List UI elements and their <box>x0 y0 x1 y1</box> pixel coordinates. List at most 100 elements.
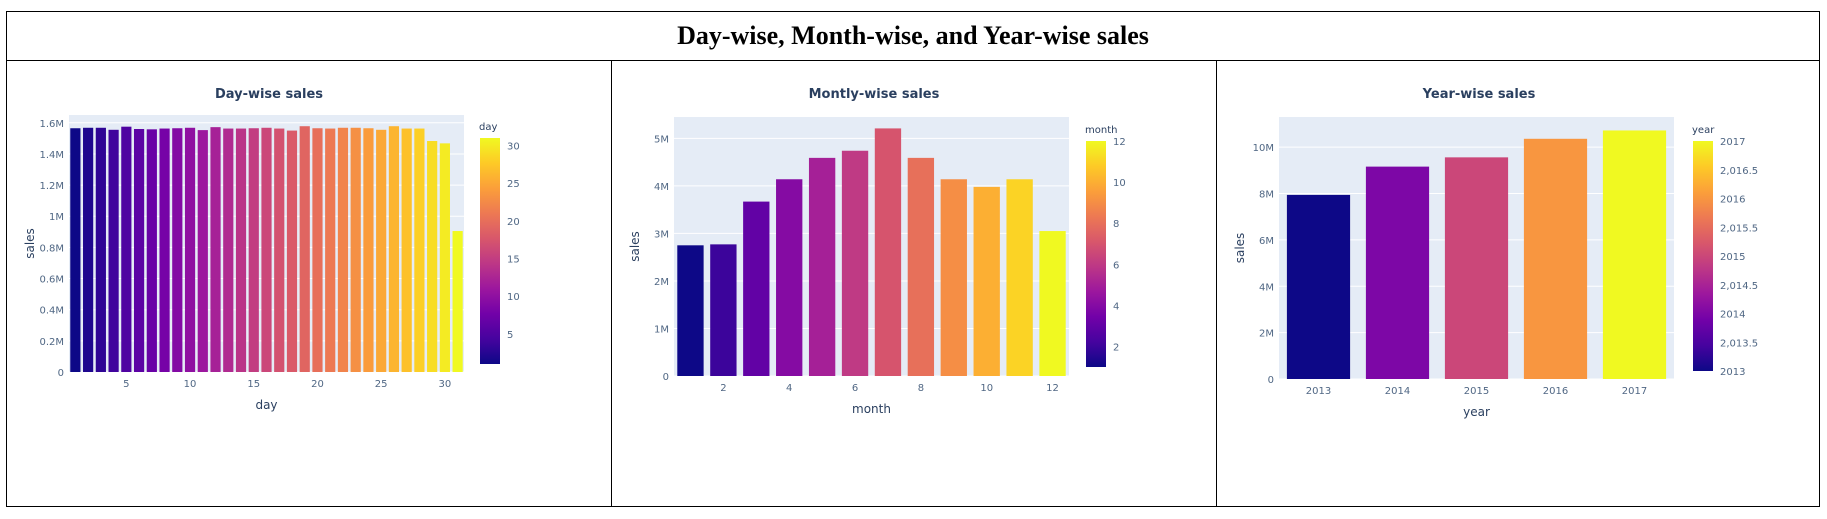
bar[interactable] <box>299 126 310 373</box>
y-tick-label: 5M <box>654 134 669 145</box>
y-tick-label: 4M <box>654 182 669 193</box>
bar[interactable] <box>427 141 438 372</box>
year-chart-panel: Year-wise sales 0 2M 4M 6M 8M 10M 2013 2014 2015 2… <box>1217 61 1820 506</box>
bar[interactable] <box>70 128 81 372</box>
colorbar-tick-label: 2013 <box>1720 367 1745 378</box>
bar[interactable] <box>197 130 208 372</box>
colorbar-tick-label: 2015 <box>1720 252 1745 263</box>
bar[interactable] <box>159 128 170 372</box>
bar[interactable] <box>414 128 425 372</box>
y-tick-label: 2M <box>1259 329 1274 340</box>
y-tick-label: 1.4M <box>39 150 64 161</box>
bar[interactable] <box>350 127 361 372</box>
bar[interactable] <box>337 127 349 372</box>
colorbar-tick-label: 2 <box>1113 342 1119 353</box>
bar[interactable] <box>1365 166 1430 379</box>
bar[interactable] <box>83 127 94 372</box>
bar[interactable] <box>841 150 869 376</box>
bar[interactable] <box>261 127 272 372</box>
colorbar-tick-label: 25 <box>507 179 520 190</box>
bar[interactable] <box>973 186 1000 376</box>
colorbar <box>1086 141 1106 367</box>
colorbar <box>480 138 500 364</box>
chart-title: Montly-wise sales <box>809 87 940 102</box>
y-axis-title: sales <box>628 231 642 262</box>
colorbar-tick-label: 2,014.5 <box>1720 281 1758 292</box>
bar[interactable] <box>363 128 374 372</box>
x-tick-label: 10 <box>184 379 197 390</box>
bar[interactable] <box>743 201 770 376</box>
bar[interactable] <box>274 128 285 372</box>
bar[interactable] <box>146 129 157 372</box>
chart-title: Year-wise sales <box>1422 87 1536 102</box>
bar[interactable] <box>1444 157 1509 379</box>
y-tick-label: 6M <box>1259 236 1274 247</box>
bar[interactable] <box>1039 231 1066 376</box>
y-axis-title: sales <box>23 228 37 259</box>
x-axis-title: year <box>1463 405 1490 419</box>
colorbar-title: day <box>479 122 497 133</box>
x-tick-label: 20 <box>311 379 324 390</box>
bar[interactable] <box>439 143 450 372</box>
bar[interactable] <box>388 126 400 373</box>
colorbar-tick-label: 5 <box>507 330 513 341</box>
bar[interactable] <box>376 129 387 372</box>
bar[interactable] <box>1602 130 1667 379</box>
bar[interactable] <box>108 129 119 372</box>
bar[interactable] <box>95 127 106 372</box>
page-title: Day-wise, Month-wise, and Year-wise sale… <box>677 21 1149 50</box>
figure-frame: Day-wise, Month-wise, and Year-wise sale… <box>6 11 1820 507</box>
bar[interactable] <box>677 245 704 376</box>
y-tick-label: 0 <box>58 368 64 379</box>
bar[interactable] <box>223 128 234 372</box>
bar[interactable] <box>401 128 412 372</box>
y-tick-label: 1.6M <box>39 119 64 130</box>
y-tick-label: 3M <box>654 229 669 240</box>
colorbar-tick-label: 2016 <box>1720 195 1745 206</box>
bar[interactable] <box>1286 194 1351 379</box>
x-tick-label: 6 <box>852 383 858 394</box>
bar[interactable] <box>172 128 183 372</box>
bar[interactable] <box>907 157 935 376</box>
bar[interactable] <box>184 127 196 372</box>
bar[interactable] <box>235 128 247 372</box>
y-tick-label: 0 <box>1268 375 1274 386</box>
bar[interactable] <box>210 127 221 372</box>
x-tick-label: 12 <box>1046 383 1059 394</box>
colorbar-tick-label: 2014 <box>1720 310 1745 321</box>
bar[interactable] <box>776 179 803 376</box>
bar[interactable] <box>940 179 967 376</box>
bar[interactable] <box>325 128 336 372</box>
colorbar-title: month <box>1085 125 1117 136</box>
bar[interactable] <box>121 126 132 372</box>
x-tick-label: 25 <box>375 379 388 390</box>
colorbar-tick-label: 30 <box>507 142 520 153</box>
x-tick-label: 2013 <box>1306 386 1331 397</box>
y-tick-label: 4M <box>1259 282 1274 293</box>
bar[interactable] <box>312 128 323 372</box>
month-chart-panel: Montly-wise sales 0 1M 2M 3M 4M 5M 2 4 6 8 10 12 mont… <box>612 61 1217 506</box>
colorbar-title: year <box>1692 125 1715 136</box>
bar[interactable] <box>452 231 463 372</box>
x-tick-label: 2017 <box>1622 386 1647 397</box>
bar[interactable] <box>1523 138 1588 379</box>
colorbar-tick-label: 15 <box>507 255 520 266</box>
bar[interactable] <box>248 128 259 372</box>
colorbar-tick-label: 2,016.5 <box>1720 166 1758 177</box>
x-tick-label: 5 <box>123 379 129 390</box>
x-tick-label: 2016 <box>1543 386 1568 397</box>
colorbar-tick-label: 2,013.5 <box>1720 338 1758 349</box>
bar[interactable] <box>133 129 145 372</box>
bar[interactable] <box>286 130 298 372</box>
x-tick-label: 2015 <box>1464 386 1489 397</box>
x-tick-label: 2014 <box>1385 386 1410 397</box>
colorbar-tick-label: 10 <box>507 292 520 303</box>
bar[interactable] <box>710 244 737 376</box>
x-tick-label: 2 <box>720 383 726 394</box>
bar[interactable] <box>874 128 902 376</box>
colorbar-tick-label: 20 <box>507 217 520 228</box>
y-tick-label: 8M <box>1259 190 1274 201</box>
colorbar-tick-label: 2017 <box>1720 137 1745 148</box>
bar[interactable] <box>1006 179 1033 376</box>
bar[interactable] <box>808 157 836 376</box>
